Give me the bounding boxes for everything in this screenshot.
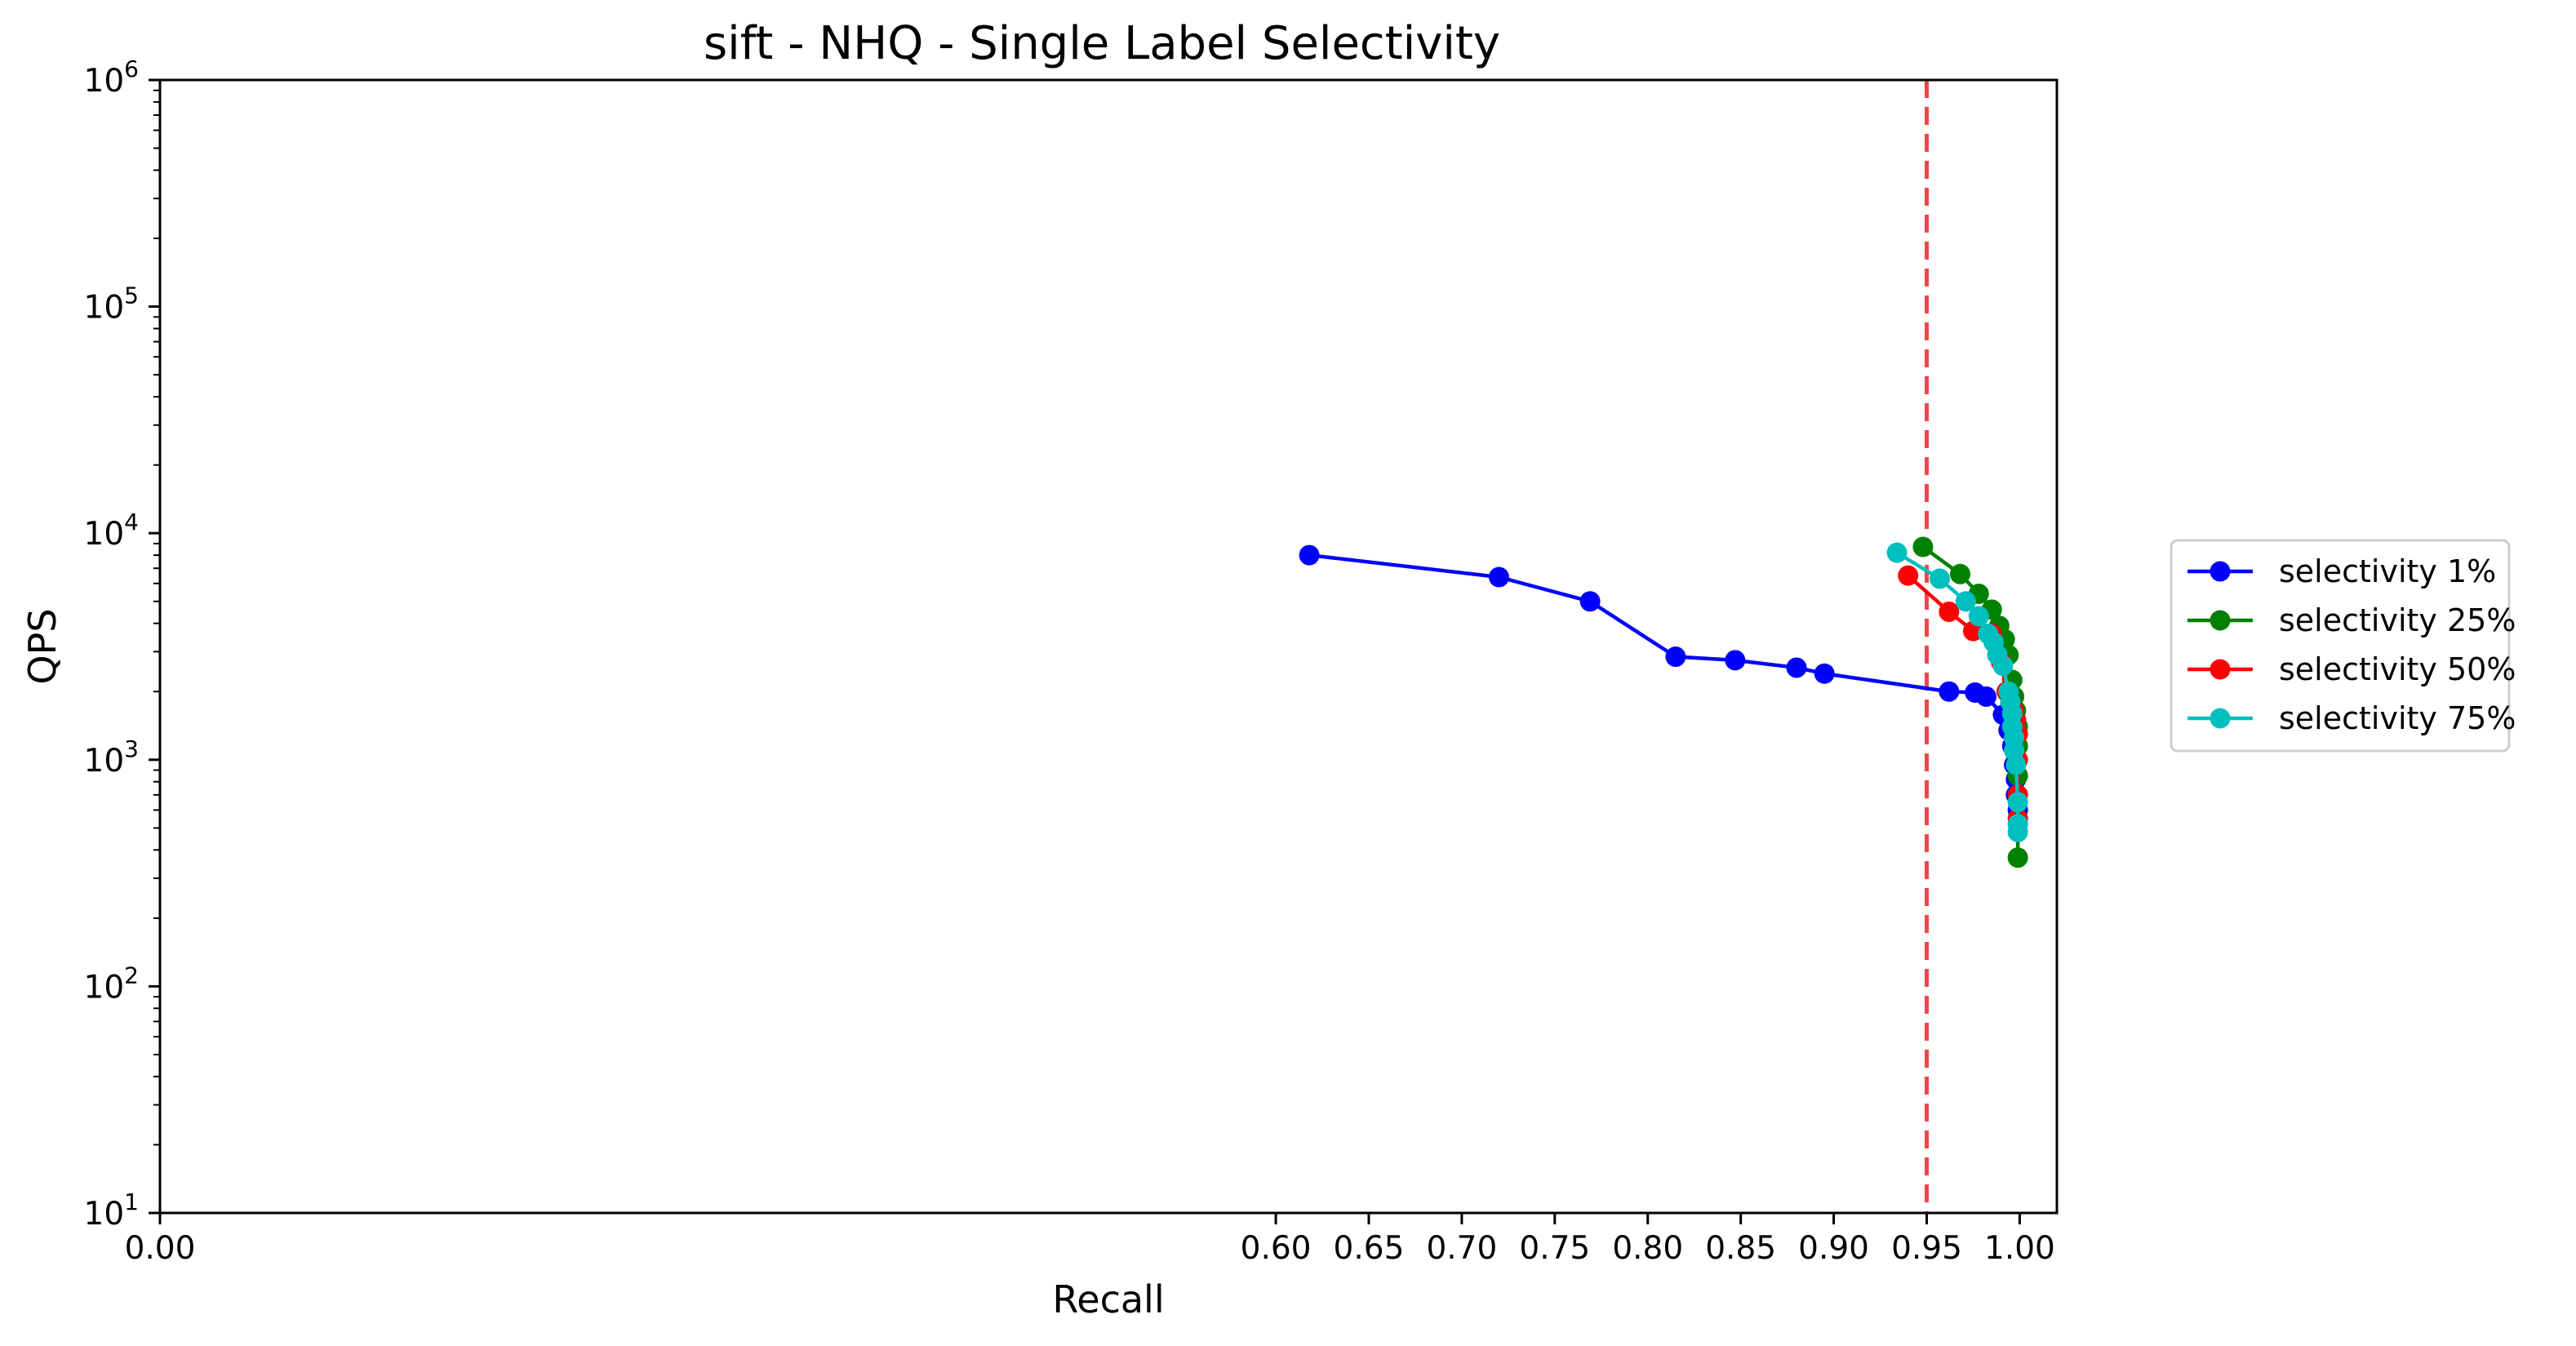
plot-frame — [158, 78, 2059, 1215]
legend-marker — [2210, 708, 2231, 729]
x-tick-label: 1.00 — [1984, 1230, 2055, 1267]
x-tick-label: 0.90 — [1798, 1230, 1869, 1267]
x-tick-label: 0.95 — [1891, 1230, 1962, 1267]
x-tick-label: 0.80 — [1612, 1230, 1683, 1267]
data-point — [1939, 601, 1960, 622]
data-point — [1299, 544, 1320, 566]
x-tick-label: 0.85 — [1705, 1230, 1776, 1267]
data-point — [2007, 847, 2028, 868]
data-point — [1488, 566, 1509, 588]
y-tick-label: 101 — [84, 1188, 139, 1233]
y-tick-label: 103 — [84, 735, 139, 780]
legend-box — [2170, 539, 2511, 753]
data-point — [2007, 821, 2028, 842]
data-point — [1725, 650, 1746, 671]
data-point — [1968, 606, 1989, 627]
data-point — [2007, 792, 2028, 813]
x-tick-label: 0.00 — [125, 1230, 196, 1267]
data-point — [1786, 657, 1807, 678]
series-4 — [1886, 542, 2028, 842]
legend-label: selectivity 1% — [2279, 553, 2496, 589]
data-point — [1939, 681, 1960, 702]
x-tick-label: 0.75 — [1519, 1230, 1590, 1267]
x-axis: 0.00 0.60 0.65 0.70 0.75 0.80 0.85 0.90 0.95 1.00 — [125, 1213, 2055, 1267]
y-axis-label: QPS — [20, 608, 64, 684]
y-tick-label: 106 — [84, 56, 139, 100]
data-point — [1665, 646, 1686, 668]
data-point — [1814, 663, 1835, 684]
y-tick-label: 104 — [84, 509, 139, 553]
data-point — [2005, 754, 2027, 775]
y-axis: 101 102 103 104 105 106 — [84, 56, 160, 1233]
data-point — [1898, 565, 1919, 586]
legend-marker — [2210, 610, 2231, 631]
legend-marker — [2210, 659, 2231, 680]
data-point — [1929, 568, 1950, 589]
y-tick-label: 105 — [84, 282, 139, 327]
series-1 — [1299, 544, 2028, 820]
legend-label: selectivity 50% — [2279, 651, 2516, 687]
x-tick-label: 0.70 — [1426, 1230, 1497, 1267]
data-point — [1992, 655, 2014, 677]
data-point — [1950, 563, 1971, 584]
x-tick-label: 0.65 — [1334, 1230, 1405, 1267]
x-axis-label: Recall — [1052, 1277, 1164, 1322]
legend-label: selectivity 75% — [2279, 700, 2516, 736]
chart-title: sift - NHQ - Single Label Selectivity — [704, 17, 1500, 70]
legend-label: selectivity 25% — [2279, 602, 2516, 638]
data-point — [1912, 536, 1934, 558]
data-point — [1955, 591, 1976, 612]
data-point — [1579, 591, 1601, 612]
y-tick-label: 102 — [84, 962, 139, 1006]
legend: selectivity 1% selectivity 25% selectivity… — [2170, 539, 2516, 753]
data-point — [1886, 542, 1908, 563]
plot-area — [1299, 80, 2028, 1213]
x-tick-label: 0.60 — [1241, 1230, 1312, 1267]
legend-marker — [2210, 561, 2231, 582]
data-point — [1975, 686, 1996, 707]
